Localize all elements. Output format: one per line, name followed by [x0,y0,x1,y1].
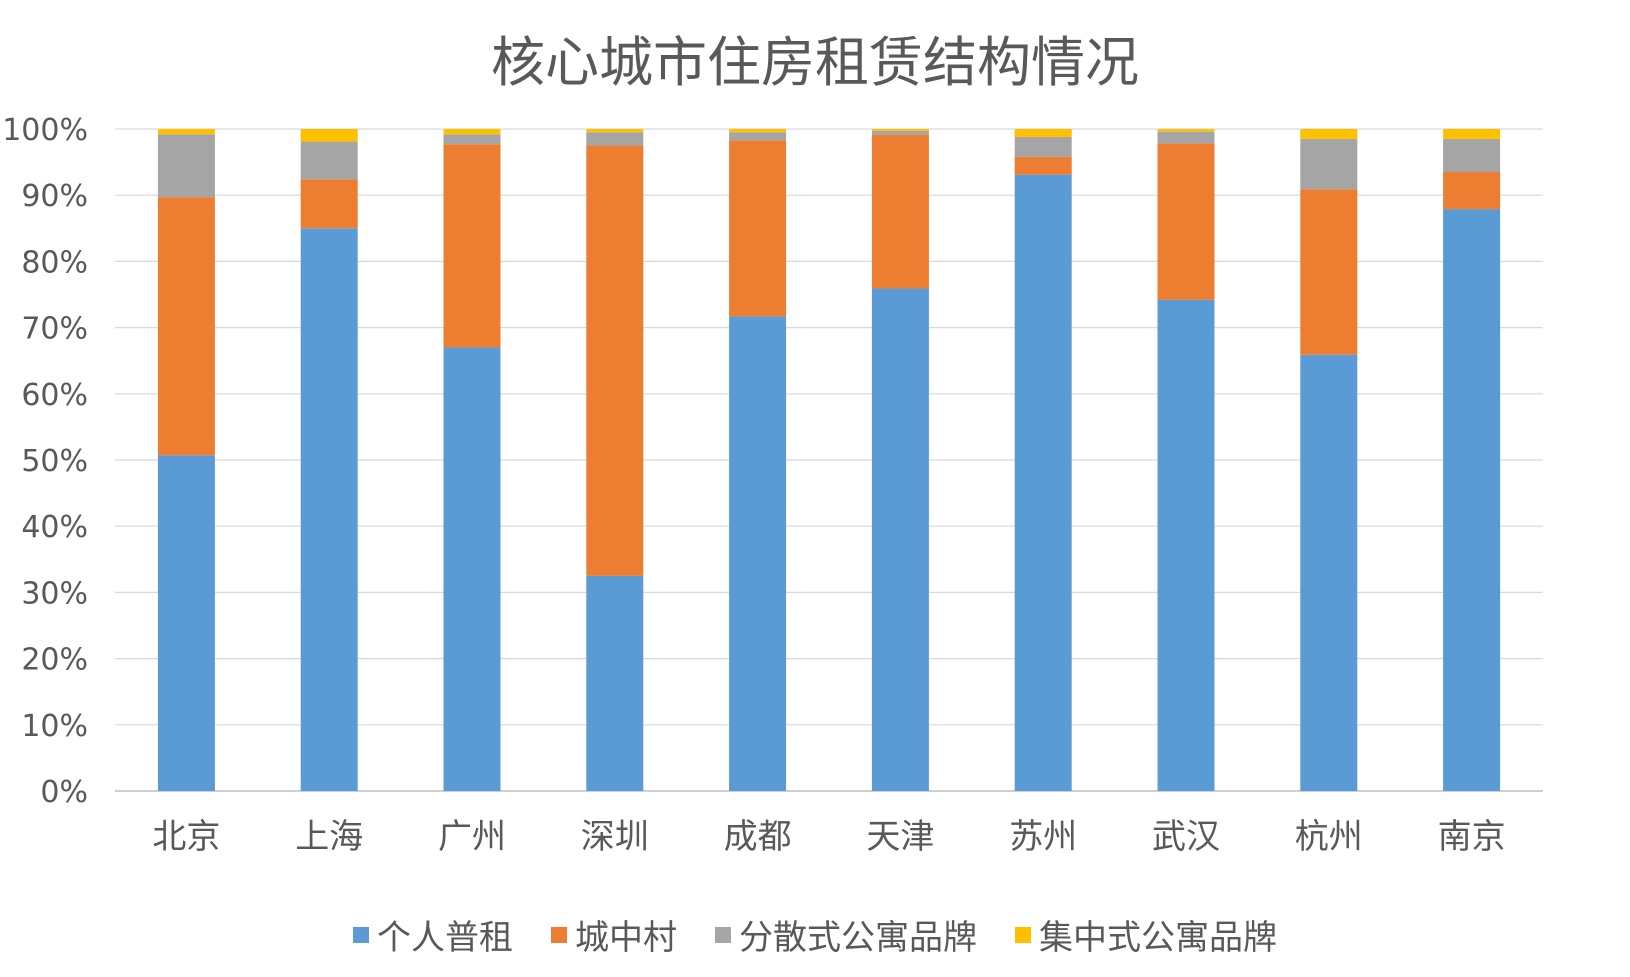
bar-segment [1300,138,1358,190]
legend-swatch [715,926,731,943]
legend-label: 集中式公寓品牌 [1039,918,1277,958]
y-tick-label: 80% [21,245,88,280]
x-tick-label: 深圳 [581,817,649,857]
bar-segment [1014,174,1072,792]
bar-segment [157,129,215,135]
y-tick-label: 50% [21,444,88,479]
bar-segment [300,179,358,229]
legend-label: 个人普租 [377,918,513,958]
x-tick-label: 苏州 [1009,817,1077,857]
bar-segment [1300,129,1358,139]
bar-segment [586,575,644,791]
bar-segment [443,134,501,145]
x-tick-label: 上海 [295,817,363,857]
bar-segment [871,134,929,289]
bar-segment [1443,138,1501,173]
bar-segment [1014,136,1072,157]
bar-segment [157,197,215,456]
bar-segment [586,145,644,576]
y-tick-label: 0% [40,775,88,810]
bar-segment [871,130,929,135]
y-tick-label: 70% [21,312,88,347]
x-tick-label: 北京 [152,817,220,857]
legend: 个人普租 城中村 分散式公寓品牌 集中式公寓品牌 [0,910,1630,959]
y-tick-label: 100% [2,113,88,148]
chart-title: 核心城市住房租赁结构情况 [491,31,1139,94]
bar-segment [586,132,644,146]
bar-segment [1014,156,1072,175]
bar-segment [1157,143,1215,300]
bar-segment [1300,354,1358,791]
bar-segment [871,129,929,131]
legend-item: 个人普租 [353,910,513,959]
bar-segment [157,134,215,198]
bar-segment [729,140,787,317]
bar-segment [1157,131,1215,144]
bar-segment [1443,129,1501,139]
legend-item: 集中式公寓品牌 [1015,910,1277,959]
bar-segment [1014,129,1072,137]
bar-segment [443,129,501,135]
bar-segment [157,455,215,791]
bar-segment [871,288,929,791]
y-tick-label: 60% [21,378,88,413]
bar-segment [1443,209,1501,792]
y-tick-label: 20% [21,643,88,678]
bar-segment [729,132,787,141]
legend-swatch [353,926,369,943]
bar-segment [443,144,501,348]
bar-segment [300,228,358,792]
x-tick-label: 杭州 [1295,817,1363,857]
legend-item: 城中村 [551,910,677,959]
y-tick-label: 30% [21,576,88,611]
legend-swatch [1015,926,1031,943]
bar-segment [1157,299,1215,791]
bar-segment [1443,172,1501,210]
y-tick-label: 90% [21,179,88,214]
bar-segment [443,347,501,791]
legend-item: 分散式公寓品牌 [715,910,977,959]
bar-segment [586,129,644,133]
bar-segment [729,316,787,791]
bar-segment [300,129,358,142]
x-tick-label: 广州 [438,817,506,857]
x-tick-label: 成都 [724,817,792,857]
x-tick-label: 南京 [1438,817,1506,857]
bar-segment [300,141,358,180]
bar-segment [1300,189,1358,355]
y-tick-label: 40% [21,510,88,545]
y-tick-label: 10% [21,709,88,744]
x-tick-label: 天津 [866,817,934,857]
legend-swatch [551,926,567,943]
bar-segment [1157,129,1215,132]
x-tick-label: 武汉 [1152,817,1220,857]
legend-label: 城中村 [575,918,677,958]
legend-label: 分散式公寓品牌 [739,918,977,958]
bar-segment [729,129,787,133]
